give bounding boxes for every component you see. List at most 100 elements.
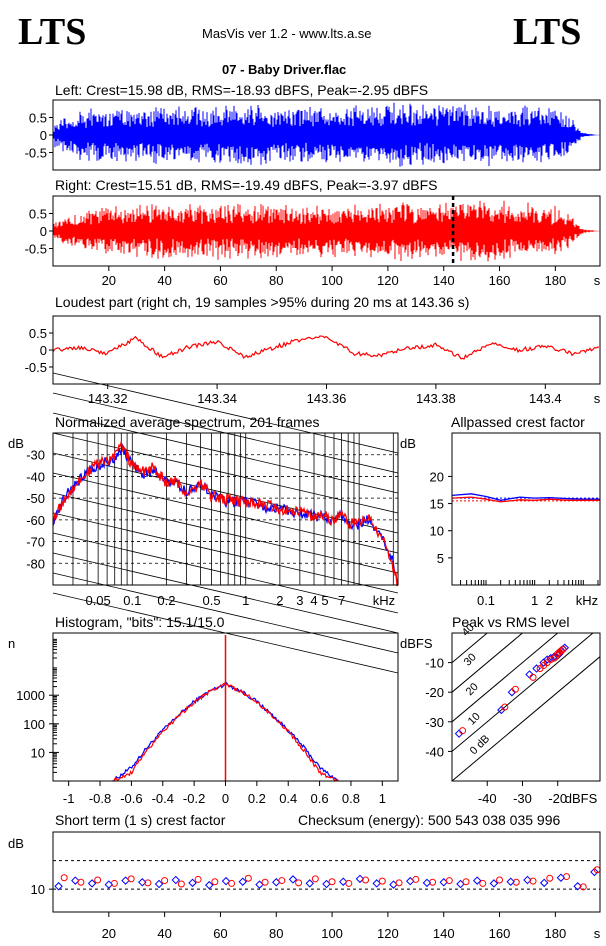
spectrum-slope-line xyxy=(52,512,399,594)
loudest-ytick-label: 0 xyxy=(40,343,47,358)
short-term-left-point xyxy=(523,875,532,885)
crest-xtick-label: 2 xyxy=(546,593,553,608)
spectrum-xtick-label: 0.5 xyxy=(203,593,221,608)
crest-line-label: 40 xyxy=(460,622,477,639)
time-xtick-label: 100 xyxy=(321,273,343,288)
peak-rms-left-point xyxy=(542,655,552,664)
spectrum-frame xyxy=(52,432,399,586)
spectrum-slope-line xyxy=(52,412,399,494)
spectrum-xtick-label: 4 xyxy=(310,593,317,608)
short-term-right-point xyxy=(110,879,118,887)
crest-line-label: 30 xyxy=(462,651,479,668)
spectrum-ytick-label: -30 xyxy=(26,448,45,463)
loudest-xtick-label: 143.4 xyxy=(529,391,562,406)
histogram-xtick-label: 1 xyxy=(379,791,386,806)
short-term-right-point xyxy=(127,875,135,883)
short-term-left-point xyxy=(171,875,181,885)
spectrum-xtick-label: 7 xyxy=(338,593,345,608)
time-xtick-label: 40 xyxy=(157,273,171,288)
short-term-unit-label: s xyxy=(594,926,601,941)
peak-rms-right-point xyxy=(550,654,558,662)
time-xtick-label: 160 xyxy=(489,273,511,288)
short-term-left-point xyxy=(339,877,348,886)
spectrum-slope-line xyxy=(52,432,399,514)
short-term-left-point xyxy=(489,879,499,888)
peak-rms-left-point xyxy=(532,664,541,673)
short-term-xtick-label: 160 xyxy=(489,926,511,941)
peak-rms-xtick-label: -20 xyxy=(548,791,567,806)
short-term-right-point xyxy=(94,876,102,884)
short-term-right-point xyxy=(228,879,236,887)
loudest-part-line xyxy=(52,335,600,360)
short-term-right-point xyxy=(177,880,185,888)
crest-line-label: 10 xyxy=(466,711,483,728)
short-term-right-point xyxy=(445,877,453,885)
short-term-xtick-label: 60 xyxy=(213,926,227,941)
spectrum-slope-line xyxy=(52,532,399,614)
short-term-left-point xyxy=(104,880,114,889)
crest-factor-title: Allpassed crest factor xyxy=(451,414,585,430)
short-term-right-point xyxy=(144,879,152,887)
loudest-xtick-label: 143.32 xyxy=(88,391,128,406)
loudest-ytick-label: 0.5 xyxy=(29,326,47,341)
short-term-right-point xyxy=(362,876,370,884)
right-waveform-title: Right: Crest=15.51 dB, RMS=-19.49 dBFS, … xyxy=(55,177,438,193)
short-term-crest-title: Short term (1 s) crest factor xyxy=(55,812,226,828)
short-term-right-point xyxy=(378,877,386,885)
peak-rms-right-point xyxy=(501,703,509,711)
short-term-left-point xyxy=(188,878,197,888)
spectrum-xtick-label: 0.2 xyxy=(157,593,175,608)
crest-ytick-label: 20 xyxy=(430,469,444,484)
histogram-ytick-label: 10 xyxy=(31,745,45,760)
short-term-left-point xyxy=(87,879,97,888)
time-xtick-label: 180 xyxy=(544,273,566,288)
spectrum-xtick-label: 2 xyxy=(276,593,283,608)
short-term-xtick-label: 80 xyxy=(269,926,283,941)
short-term-ytick-label: 10 xyxy=(31,882,45,897)
histogram-ytick-label: 1000 xyxy=(16,688,45,703)
short-term-left-point xyxy=(272,878,281,887)
peak-rms-ytick-label: -20 xyxy=(425,685,444,700)
short-term-right-point xyxy=(345,879,353,887)
short-term-right-point xyxy=(479,879,487,887)
short-term-left-point xyxy=(472,876,482,885)
histogram-xtick-label: -1 xyxy=(63,791,75,806)
time-xtick-label: 120 xyxy=(377,273,399,288)
short-term-left-point xyxy=(355,874,365,884)
loudest-part-title: Loudest part (right ch, 19 samples >95% … xyxy=(55,294,470,310)
short-term-right-point xyxy=(412,875,420,883)
right-waveform-ytick-label: 0 xyxy=(40,224,47,239)
spectrum-slope-line xyxy=(52,572,399,654)
peak-rms-right-point xyxy=(559,645,567,653)
short-term-left-point xyxy=(506,877,515,886)
short-term-frame xyxy=(52,831,601,913)
peak-rms-right-point xyxy=(459,727,467,735)
spectrum-ytick-label: -50 xyxy=(26,491,45,506)
short-term-left-point xyxy=(288,875,298,884)
short-term-left-point xyxy=(238,877,248,886)
short-term-left-point xyxy=(121,876,130,885)
histogram-title: Histogram, "bits": 15.1/15.0 xyxy=(55,614,225,630)
short-term-left-point xyxy=(138,878,147,887)
loudest-ytick-label: -0.5 xyxy=(25,360,47,375)
crest-left-line xyxy=(451,493,600,501)
peak-rms-right-point xyxy=(547,656,555,664)
spectrum-ytick-label: -80 xyxy=(26,556,45,571)
short-term-left-point xyxy=(590,867,599,877)
short-term-right-point xyxy=(546,874,554,882)
peak-rms-right-point xyxy=(511,685,519,693)
peak-rms-right-point xyxy=(529,673,537,681)
loudest-unit-label: s xyxy=(594,391,601,406)
short-term-left-point xyxy=(205,880,214,890)
loudest-part-frame xyxy=(52,315,601,385)
short-term-left-point xyxy=(71,876,80,885)
short-term-xtick-label: 180 xyxy=(544,926,566,941)
histogram-xtick-label: 0.8 xyxy=(342,791,360,806)
spectrum-ylabel: dB xyxy=(8,436,24,451)
right-waveform-signal xyxy=(52,200,600,262)
loudest-xtick-label: 143.36 xyxy=(307,391,347,406)
loudest-xtick-label: 143.34 xyxy=(197,391,237,406)
short-term-left-point xyxy=(556,873,566,882)
histogram-xtick-label: 0 xyxy=(222,791,229,806)
peak-rms-xtick-label: -30 xyxy=(513,791,532,806)
